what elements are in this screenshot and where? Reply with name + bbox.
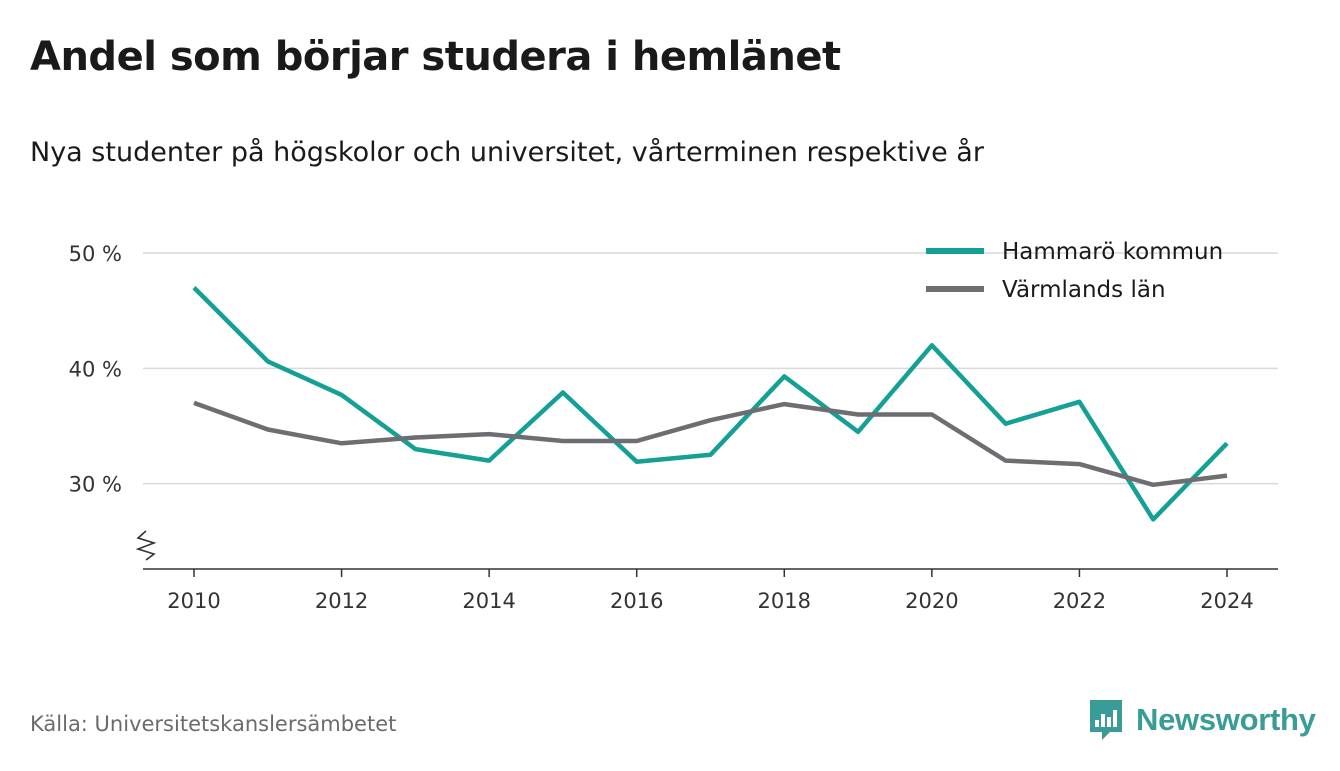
y-tick-label: 30 % bbox=[69, 473, 122, 497]
x-tick-label: 2012 bbox=[315, 589, 368, 613]
x-tick-label: 2018 bbox=[758, 589, 811, 613]
chart-title: Andel som börjar studera i hemlänet bbox=[30, 34, 841, 80]
newsworthy-logo-icon bbox=[1090, 700, 1122, 740]
series-lines bbox=[192, 286, 1229, 522]
legend-label: Värmlands län bbox=[1002, 277, 1166, 303]
legend: Hammarö kommun Värmlands län bbox=[926, 239, 1223, 303]
x-tick-label: 2014 bbox=[462, 589, 515, 613]
x-tick-label: 2016 bbox=[610, 589, 663, 613]
x-tick-label: 2022 bbox=[1053, 589, 1106, 613]
source-note: Källa: Universitetskanslersämbetet bbox=[30, 712, 397, 736]
brand-name: Newsworthy bbox=[1136, 702, 1316, 737]
series-line-hammaro bbox=[192, 286, 1229, 522]
legend-label: Hammarö kommun bbox=[1002, 239, 1223, 265]
y-tick-label: 50 % bbox=[69, 242, 122, 266]
grid-lines bbox=[143, 252, 1278, 485]
axes: 30 % 40 % 50 % 2010 2012 2014 2016 2018 2020 2022… bbox=[69, 242, 1278, 613]
x-tick-label: 2020 bbox=[905, 589, 958, 613]
chart-subtitle: Nya studenter på högskolor och universit… bbox=[30, 137, 984, 168]
x-tick-label: 2010 bbox=[167, 589, 220, 613]
axis-break-icon bbox=[135, 530, 157, 561]
x-tick-label: 2024 bbox=[1200, 589, 1253, 613]
brand-logo: Newsworthy bbox=[1088, 698, 1316, 742]
y-tick-label: 40 % bbox=[69, 357, 122, 381]
series-line-varmland bbox=[193, 400, 1228, 488]
